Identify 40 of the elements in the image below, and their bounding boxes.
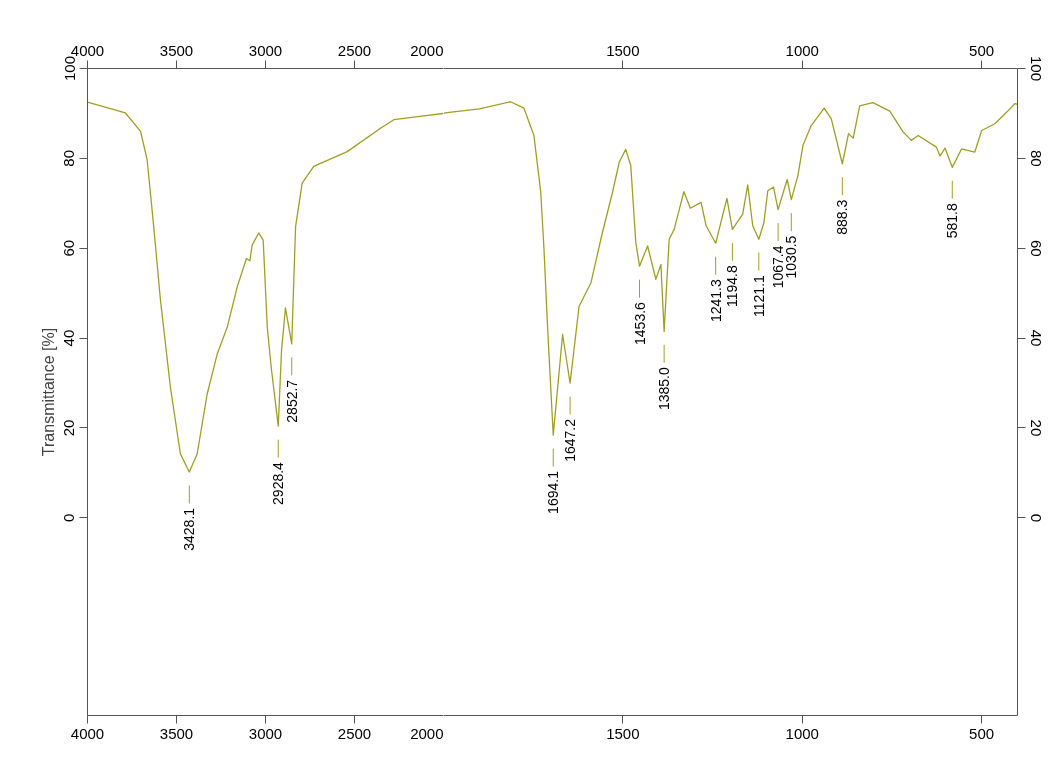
y-tick-label: 0 bbox=[60, 513, 78, 522]
annotation: 1694.1 bbox=[545, 470, 562, 514]
y-tick-label: 80 bbox=[60, 150, 78, 167]
annotation: 1241.3 bbox=[707, 279, 724, 323]
y-tick-label: 20 bbox=[1027, 419, 1045, 437]
x2-tick-label: 1500 bbox=[606, 41, 640, 59]
y-tick-label: 40 bbox=[60, 329, 78, 347]
x2-tick-label: 3000 bbox=[248, 41, 283, 59]
x2-tick-label: 500 bbox=[969, 41, 995, 59]
x2-tick-label: 2500 bbox=[337, 41, 372, 59]
annotation: 3428.1 bbox=[181, 507, 198, 551]
annotation: 2928.4 bbox=[270, 461, 287, 505]
annotation: 1647.2 bbox=[562, 418, 579, 462]
x2-tick-label: 3500 bbox=[159, 41, 194, 59]
x2-tick-label: 1000 bbox=[785, 41, 819, 59]
x2-tick-label: 2000 bbox=[410, 41, 444, 59]
x-tick-label: 3000 bbox=[248, 724, 283, 742]
annotation: 1385.0 bbox=[656, 367, 673, 411]
annotation: 2852.7 bbox=[283, 379, 300, 423]
y-tick-label: 0 bbox=[1027, 513, 1045, 522]
y-tick-label: 100 bbox=[60, 55, 78, 82]
x-tick-label: 2500 bbox=[337, 724, 372, 742]
annotation: 1453.6 bbox=[631, 301, 648, 345]
x-tick-label: 2000 bbox=[410, 724, 444, 742]
x-tick-label: 1000 bbox=[785, 724, 819, 742]
x-tick-label: 4000 bbox=[70, 724, 105, 742]
y-tick-label: 80 bbox=[1027, 150, 1045, 167]
y-tick-label: 60 bbox=[1027, 239, 1045, 257]
annotation: 581.8 bbox=[944, 203, 961, 239]
y-axis-title: Transmittance [%] bbox=[39, 327, 57, 457]
annotation: 1194.8 bbox=[724, 265, 741, 308]
x-tick-label: 3500 bbox=[159, 724, 194, 742]
y-tick-label: 40 bbox=[1027, 329, 1045, 347]
y-tick-label: 60 bbox=[60, 239, 78, 257]
x-tick-label: 500 bbox=[969, 724, 995, 742]
annotation: 1121.1 bbox=[750, 274, 767, 317]
y-tick-label: 100 bbox=[1027, 55, 1045, 82]
y-tick-label: 20 bbox=[60, 419, 78, 437]
x-tick-label: 1500 bbox=[606, 724, 640, 742]
annotation: 888.3 bbox=[834, 199, 851, 235]
